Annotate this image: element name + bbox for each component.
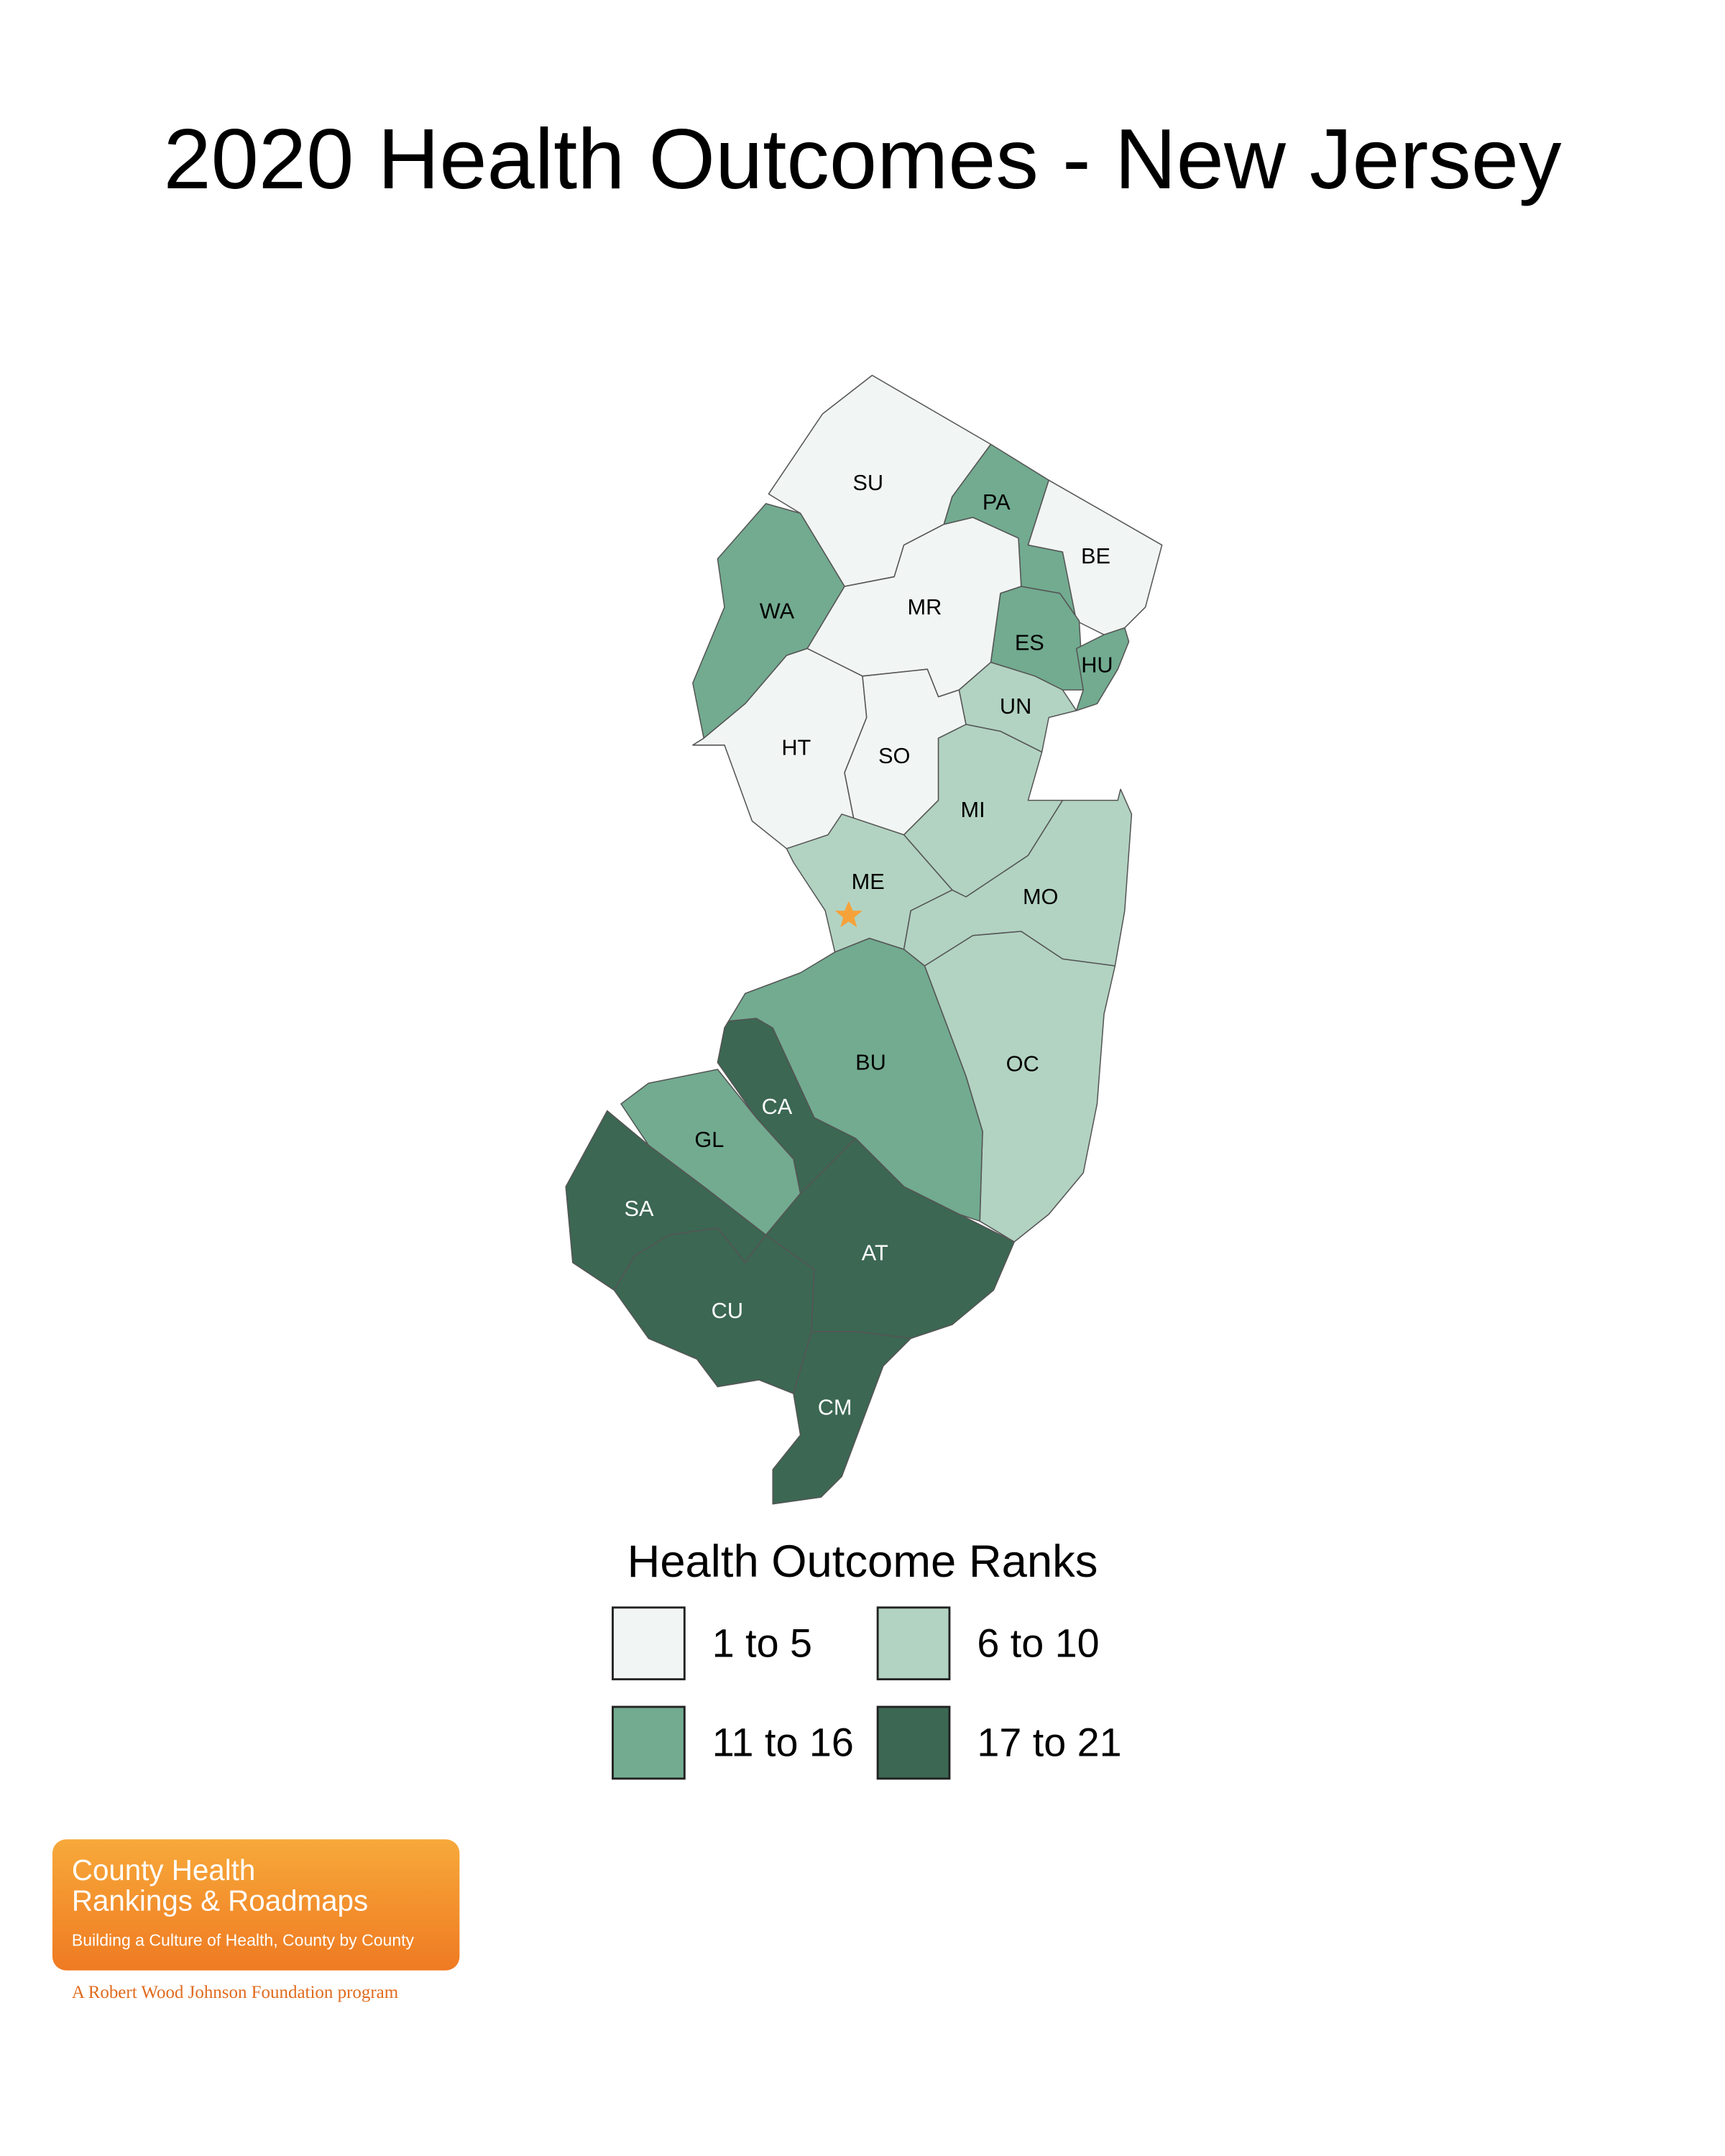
county-label: SA xyxy=(624,1196,653,1221)
county-label: AT xyxy=(862,1240,888,1265)
legend-swatch xyxy=(612,1606,686,1681)
county-label: ES xyxy=(1015,630,1044,655)
county-label: UN xyxy=(1000,694,1031,719)
county-label: PA xyxy=(983,489,1011,515)
county-label: OC xyxy=(1006,1051,1039,1076)
legend-title: Health Outcome Ranks xyxy=(627,1537,1098,1587)
capital-star xyxy=(834,900,862,928)
legend-swatch xyxy=(876,1705,951,1780)
county-label: ME xyxy=(852,869,885,894)
county-label: CA xyxy=(762,1094,793,1119)
legend-swatch xyxy=(876,1606,951,1681)
logo-line: Rankings & Roadmaps xyxy=(72,1884,368,1917)
logo-tagline: Building a Culture of Health, County by … xyxy=(72,1931,415,1950)
county-label: SU xyxy=(852,470,883,495)
legend-swatch xyxy=(612,1705,686,1780)
counties: SU PA BE WA MR ES HU HT SO UN MI ME MO OC BU CA GL SA CU AT… xyxy=(565,374,1163,1505)
county-label: HT xyxy=(781,735,811,760)
county-label: WA xyxy=(760,599,795,624)
legend-label: 1 to 5 xyxy=(712,1621,812,1665)
county-label: SO xyxy=(878,743,910,768)
legend-label: 6 to 10 xyxy=(977,1621,1099,1665)
county xyxy=(772,1331,911,1505)
title: 2020 Health Outcomes - New Jersey xyxy=(163,111,1561,207)
county-label: GL xyxy=(694,1127,724,1152)
county-label: MI xyxy=(961,797,985,822)
logo-badge xyxy=(52,1839,460,1971)
logo-program: A Robert Wood Johnson Foundation program xyxy=(72,1983,399,2002)
county-label: MO xyxy=(1023,884,1058,909)
logo-line: County Health xyxy=(72,1853,255,1886)
county-label: CM xyxy=(818,1394,852,1419)
legend-label: 17 to 21 xyxy=(977,1720,1121,1765)
county-label: HU xyxy=(1081,652,1113,677)
county-label: MR xyxy=(908,594,942,619)
county-label: BE xyxy=(1081,543,1110,568)
legend-label: 11 to 16 xyxy=(712,1720,854,1765)
county-label: CU xyxy=(712,1298,743,1323)
county xyxy=(1075,627,1130,711)
legend: 1 to 5 6 to 10 11 to 16 17 to 21 xyxy=(612,1606,1122,1780)
county-label: BU xyxy=(855,1049,886,1074)
